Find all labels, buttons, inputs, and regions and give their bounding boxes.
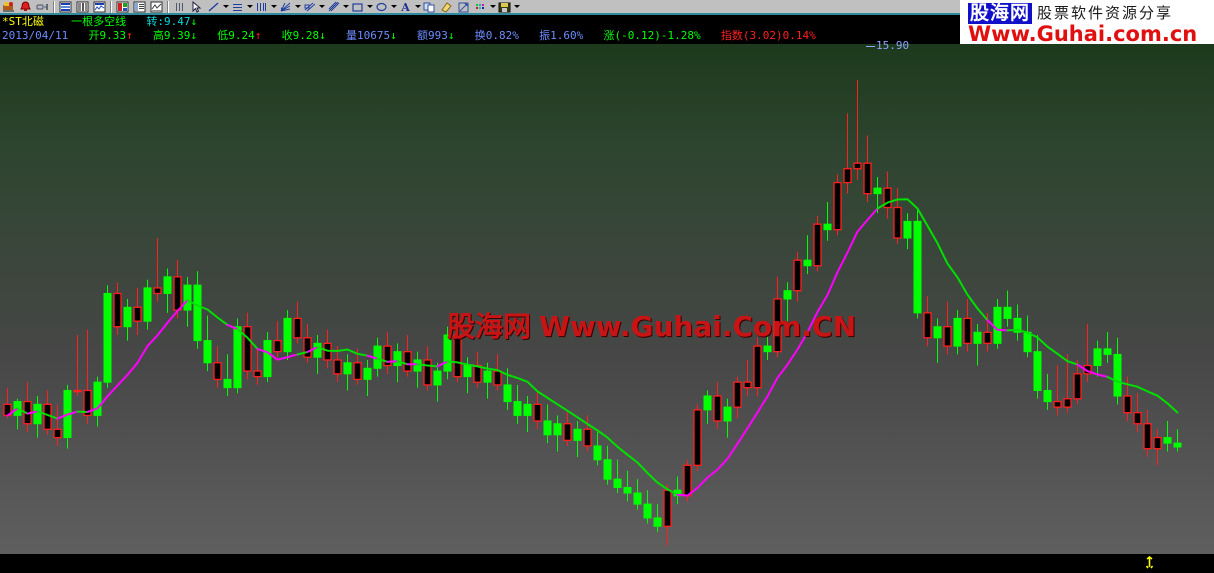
- copy-icon[interactable]: [422, 0, 437, 13]
- channel-tool-icon[interactable]: [302, 0, 317, 13]
- eraser-icon[interactable]: [439, 0, 454, 13]
- plug-connect-icon[interactable]: [35, 0, 50, 13]
- toolbar-group-system: [0, 0, 51, 14]
- amount-value: 993: [427, 29, 448, 42]
- amount-label: 额: [416, 29, 428, 42]
- brand-watermark: 股海网 股票软件资源分享 Www.Guhai.com.cn: [960, 0, 1214, 48]
- center-watermark: 股海网 Www.Guhai.Com.CN: [447, 312, 856, 342]
- amplitude-label: 振: [539, 29, 551, 42]
- channel-dropdown-caret-icon[interactable]: [318, 0, 325, 13]
- indicator-value: 9.47: [164, 15, 191, 28]
- color-palette-icon[interactable]: [473, 0, 488, 13]
- high-price-leader-line: [866, 46, 875, 47]
- high-label: 高: [152, 29, 164, 42]
- indicator-label: 转: [146, 15, 158, 28]
- high-value: 9.39: [163, 29, 191, 42]
- volume-value: 10675: [356, 29, 391, 42]
- chart-window-icon[interactable]: [92, 0, 107, 13]
- market-flag-icon[interactable]: [115, 0, 130, 13]
- svg-text:A: A: [400, 1, 410, 13]
- brand-url: Www.Guhai.com.cn: [968, 22, 1198, 46]
- volume-arrow: ↓: [390, 29, 397, 42]
- turnover-label: 换: [474, 29, 486, 42]
- high-price-label: 15.90: [876, 39, 910, 52]
- quote-values-row: 2013/04/11 开9.33↑ 高9.39↓ 低9.24↑ 收9.28↓ 量…: [2, 29, 816, 42]
- report-table-icon[interactable]: [132, 0, 147, 13]
- system-icon[interactable]: [1, 0, 16, 13]
- brand-logo-text: 股海网: [968, 2, 1033, 24]
- indicator-name: 一根多空线: [71, 15, 127, 28]
- close-label: 收: [281, 29, 293, 42]
- yellow-signal-marker-icon: [1145, 556, 1154, 569]
- stock-name: *ST北磁: [2, 15, 44, 28]
- low-label: 低: [217, 29, 229, 42]
- fan-lines-dropdown-caret-icon[interactable]: [294, 0, 301, 13]
- trend-panel-icon[interactable]: [149, 0, 164, 13]
- open-arrow: ↑: [125, 29, 133, 42]
- index-abs: (3.02): [742, 29, 783, 42]
- toolbar-group-draw: A: [171, 0, 520, 14]
- text-tool-icon[interactable]: A: [398, 0, 413, 13]
- center-watermark-cn: 股海网: [447, 310, 532, 343]
- cursor-pointer-icon[interactable]: [189, 0, 204, 13]
- indicator-arrow: ↓: [190, 15, 198, 28]
- save-icon[interactable]: [497, 0, 512, 13]
- pencil-edit-icon[interactable]: [456, 0, 471, 13]
- trendline-tool-icon[interactable]: [206, 0, 221, 13]
- brand-subtitle: 股票软件资源分享: [1037, 4, 1174, 22]
- chart-bottom-bar: [0, 554, 1214, 573]
- index-pct: 0.14%: [782, 29, 816, 42]
- low-value: 9.24: [228, 29, 255, 42]
- change-pct: -1.28%: [660, 29, 701, 42]
- rectangle-tool-icon[interactable]: [350, 0, 365, 13]
- trendline-dropdown-caret-icon[interactable]: [222, 0, 229, 13]
- low-arrow: ↑: [254, 29, 262, 42]
- text-dropdown-caret-icon[interactable]: [414, 0, 421, 13]
- open-value: 9.33: [99, 29, 126, 42]
- toolbar-underline: [0, 13, 1214, 15]
- close-value: 9.28: [292, 29, 320, 42]
- toolbar-separator: [110, 0, 112, 13]
- candlestick-chart-area[interactable]: 股海网 Www.Guhai.Com.CN: [0, 44, 1214, 554]
- main-toolbar[interactable]: A: [0, 0, 1214, 14]
- change-abs: (-0.12): [614, 29, 661, 42]
- layout-horizontal-icon[interactable]: [58, 0, 73, 13]
- horizontal-lines-dropdown-caret-icon[interactable]: [246, 0, 253, 13]
- amount-arrow: ↓: [447, 29, 455, 42]
- amplitude-value: 1.60%: [550, 29, 584, 42]
- rectangle-dropdown-caret-icon[interactable]: [366, 0, 373, 13]
- toolbar-separator: [53, 0, 55, 13]
- fan-lines-tool-icon[interactable]: [278, 0, 293, 13]
- ellipse-tool-icon[interactable]: [374, 0, 389, 13]
- quote-date: 2013/04/11: [2, 29, 69, 42]
- toolbar-separator: [167, 0, 169, 13]
- ellipse-dropdown-caret-icon[interactable]: [390, 0, 397, 13]
- quote-title-row: *ST北磁 一根多空线 转:9.47↓: [2, 15, 198, 28]
- gann-tool-icon[interactable]: [326, 0, 341, 13]
- brand-top-row: 股海网 股票软件资源分享: [968, 3, 1173, 24]
- quote-info-panel: *ST北磁 一根多空线 转:9.47↓ 2013/04/11 开9.33↑ 高9…: [0, 15, 1214, 44]
- volume-label: 量: [345, 29, 357, 42]
- vertical-lines-tool-icon[interactable]: [254, 0, 269, 13]
- vertical-lines-dropdown-caret-icon[interactable]: [270, 0, 277, 13]
- color-palette-dropdown-caret-icon[interactable]: [489, 0, 496, 13]
- bars-icon[interactable]: [172, 0, 187, 13]
- chart-canvas[interactable]: [0, 44, 1214, 554]
- toolbar-group-layout: [57, 0, 108, 14]
- layout-vertical-icon[interactable]: [75, 0, 90, 13]
- center-watermark-en: Www.Guhai.Com.CN: [539, 310, 857, 343]
- change-label: 涨: [603, 29, 615, 42]
- save-dropdown-caret-icon[interactable]: [513, 0, 520, 13]
- toolbar-group-views: [114, 0, 165, 14]
- alarm-bell-icon[interactable]: [18, 0, 33, 13]
- open-label: 开: [88, 29, 100, 42]
- index-label: 指数: [720, 29, 743, 42]
- gann-dropdown-caret-icon[interactable]: [342, 0, 349, 13]
- turnover-value: 0.82%: [485, 29, 519, 42]
- high-arrow: ↓: [190, 29, 197, 42]
- horizontal-lines-tool-icon[interactable]: [230, 0, 245, 13]
- close-arrow: ↓: [319, 29, 326, 42]
